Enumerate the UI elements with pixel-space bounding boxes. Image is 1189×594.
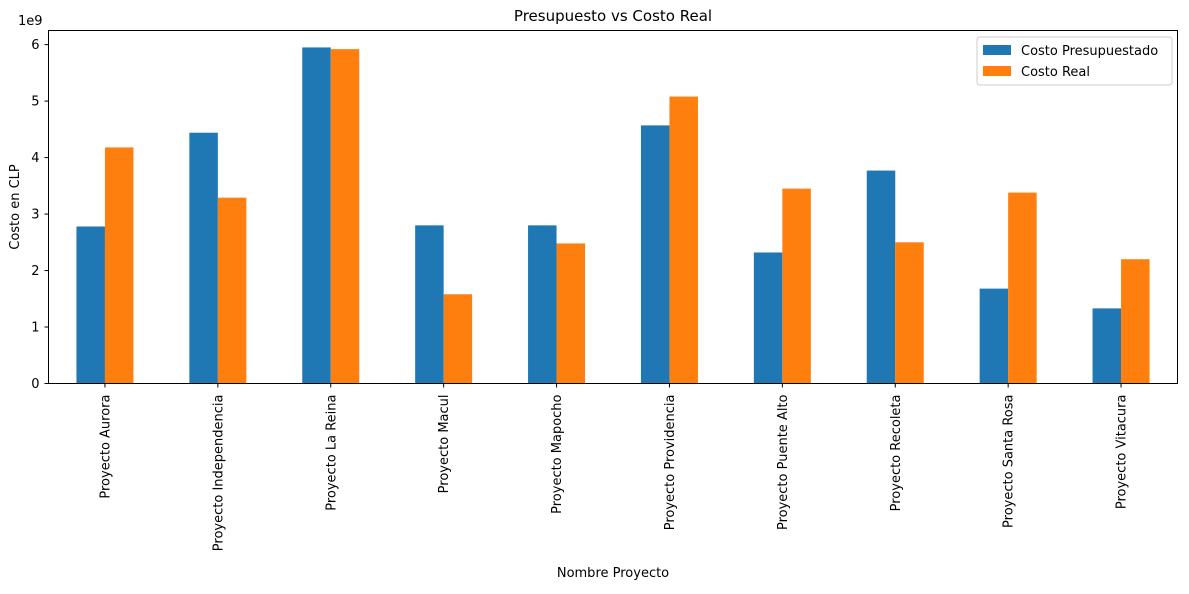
bar-presupuestado-7	[753, 252, 783, 384]
y-tick-label: 4	[31, 151, 39, 166]
bar-real-8	[895, 242, 924, 384]
bar-presupuestado-5	[528, 225, 557, 384]
x-tick-label: Proyecto La Reina	[324, 395, 339, 511]
x-tick-label: Proyecto Santa Rosa	[1002, 395, 1017, 528]
x-axis-ticks: Proyecto Aurora Proyecto Independencia Pro…	[98, 383, 1130, 552]
y-axis-label: Costo en CLP	[8, 164, 23, 250]
legend-box	[976, 36, 1173, 86]
y-tick-label: 5	[31, 95, 39, 110]
x-tick-label: Proyecto Aurora	[98, 395, 113, 499]
bar-presupuestado-9	[979, 288, 1009, 384]
bar-real-9	[1008, 192, 1037, 384]
legend: Costo Presupuestado Costo Real	[976, 36, 1173, 86]
y-tick-label: 2	[31, 264, 39, 279]
bar-real-3	[330, 49, 360, 384]
x-tick-label: Proyecto Vitacura	[1115, 395, 1130, 510]
bar-real-2	[217, 197, 247, 384]
bar-real-6	[669, 96, 698, 384]
bar-real-5	[556, 243, 586, 384]
bar-presupuestado-8	[866, 170, 896, 384]
bar-real-4	[443, 294, 473, 384]
x-tick-label: Proyecto Puente Alto	[776, 394, 791, 530]
bar-presupuestado-10	[1092, 308, 1122, 384]
y-tick-label: 3	[31, 208, 39, 223]
x-tick-label: Proyecto Independencia	[211, 395, 226, 552]
legend-label: Costo Real	[1021, 65, 1090, 80]
bar-real-1	[104, 147, 134, 384]
bar-presupuestado-1	[76, 226, 105, 384]
y-axis-ticks: 0 1 2 3 4 5 6	[31, 38, 49, 392]
x-tick-label: Proyecto Macul	[437, 395, 452, 494]
bar-presupuestado-2	[189, 132, 218, 384]
y-tick-label: 0	[31, 377, 39, 392]
y-axis-offset-label: 1e9	[18, 14, 43, 29]
legend-swatch	[983, 45, 1011, 55]
x-tick-label: Proyecto Recoleta	[889, 395, 904, 512]
bar-presupuestado-3	[302, 47, 331, 384]
legend-swatch	[983, 66, 1011, 76]
y-tick-label: 1	[31, 321, 39, 336]
bar-real-7	[782, 188, 811, 384]
chart-title: Presupuesto vs Costo Real	[514, 7, 712, 25]
bar-presupuestado-6	[640, 125, 670, 384]
x-tick-label: Proyecto Providencia	[663, 395, 678, 531]
plot-area-frame	[48, 30, 1178, 384]
bars-group	[76, 47, 1150, 384]
x-tick-label: Proyecto Mapocho	[550, 394, 565, 513]
x-axis-label: Nombre Proyecto	[557, 566, 669, 581]
legend-label: Costo Presupuestado	[1021, 44, 1158, 59]
y-tick-label: 6	[31, 38, 39, 53]
bar-presupuestado-4	[415, 225, 444, 384]
bar-real-10	[1121, 259, 1150, 384]
